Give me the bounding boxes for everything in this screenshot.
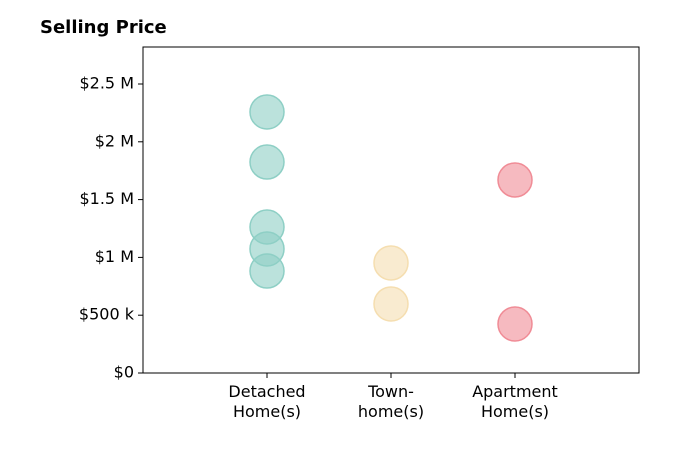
y-tick-label: $1 M — [95, 247, 134, 266]
x-tick-label: Town- home(s) — [357, 382, 425, 421]
x-tick-label: Detached Home(s) — [228, 382, 306, 421]
x-tick-label: Apartment Home(s) — [472, 382, 558, 421]
point — [249, 253, 285, 289]
point — [373, 286, 409, 322]
point — [497, 306, 533, 342]
chart-title: Selling Price — [40, 17, 167, 38]
y-tick-label: $2.5 M — [79, 73, 134, 92]
y-tick-label: $1.5 M — [79, 189, 134, 208]
y-tick-label: $2 M — [95, 131, 134, 150]
y-tick-label: $0 — [114, 363, 134, 382]
y-tick-label: $500 k — [79, 305, 135, 324]
point — [497, 162, 533, 198]
plot-frame — [142, 46, 640, 374]
point — [249, 94, 285, 130]
point — [373, 245, 409, 281]
point — [249, 144, 285, 180]
